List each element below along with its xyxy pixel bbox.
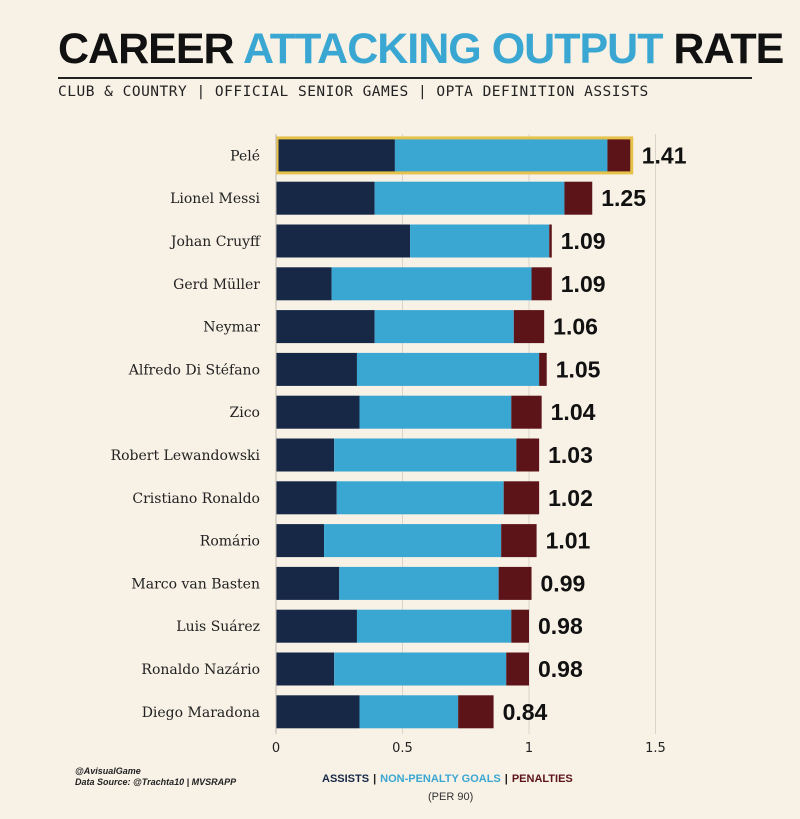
x-tick-label: 0 — [272, 741, 280, 756]
bar-assists — [276, 566, 340, 600]
total-label: 1.25 — [601, 185, 646, 211]
bar-npg — [324, 524, 502, 558]
total-label: 1.02 — [548, 485, 593, 511]
bar-penalties — [564, 181, 593, 215]
bar-npg — [356, 609, 512, 643]
total-label: 1.41 — [642, 142, 687, 168]
bar-npg — [374, 181, 565, 215]
bar-penalties — [549, 224, 552, 258]
bar-assists — [276, 395, 360, 429]
chart-title: CAREER ATTACKING OUTPUT RATE — [58, 25, 784, 73]
player-label: Zico — [230, 405, 260, 421]
player-label: Lionel Messi — [170, 191, 260, 207]
bar-assists — [276, 695, 360, 729]
player-label: Diego Maradona — [142, 705, 260, 721]
bar-npg — [410, 224, 550, 258]
player-label: Alfredo Di Stéfano — [128, 362, 260, 378]
player-label: Ronaldo Nazário — [141, 662, 260, 678]
bar-penalties — [511, 609, 529, 643]
player-label: Marco van Basten — [131, 576, 260, 592]
total-label: 1.01 — [546, 528, 591, 554]
x-tick-label: 1.5 — [645, 741, 666, 756]
title-part-2: RATE — [673, 25, 784, 73]
bar-assists — [276, 524, 325, 558]
bar-assists — [276, 224, 411, 258]
bar-penalties — [516, 438, 540, 472]
bar-npg — [356, 352, 540, 386]
bar-assists — [276, 267, 332, 301]
bar-npg — [336, 481, 504, 515]
bar-penalties — [458, 695, 494, 729]
bar-npg — [334, 652, 507, 686]
total-label: 1.04 — [551, 399, 596, 425]
legend-penalties: PENALTIES — [511, 773, 573, 785]
footer-source: Data Source: @Trachta10 | MVSRAPP — [75, 777, 237, 787]
bar-npg — [331, 267, 532, 301]
title-highlight: ATTACKING OUTPUT — [242, 25, 664, 73]
total-label: 1.09 — [561, 228, 606, 254]
bar-assists — [276, 652, 335, 686]
bar-npg — [374, 310, 514, 344]
bar-penalties — [607, 138, 633, 172]
total-label: 0.99 — [541, 570, 586, 596]
bar-assists — [276, 181, 375, 215]
player-label: Romário — [200, 534, 260, 550]
bar-npg — [334, 438, 517, 472]
bar-penalties — [531, 267, 552, 301]
x-tick-label: 0.5 — [392, 741, 413, 756]
title-divider — [58, 77, 752, 79]
bar-penalties — [539, 352, 547, 386]
bar-assists — [276, 310, 375, 344]
x-axis-label: (PER 90) — [428, 791, 474, 803]
bar-assists — [276, 438, 335, 472]
bar-assists — [276, 138, 395, 172]
bar-penalties — [501, 524, 537, 558]
bar-npg — [339, 566, 499, 600]
legend: ASSISTS | NON-PENALTY GOALS | PENALTIES — [322, 773, 573, 785]
player-label: Johan Cruyff — [169, 234, 261, 250]
total-label: 1.06 — [553, 314, 598, 340]
bar-assists — [276, 609, 357, 643]
bar-assists — [276, 352, 357, 386]
total-label: 0.84 — [503, 699, 548, 725]
total-label: 1.09 — [561, 271, 606, 297]
player-label: Luis Suárez — [176, 619, 260, 635]
legend-npg: NON-PENALTY GOALS — [380, 773, 501, 785]
bar-penalties — [503, 481, 540, 515]
total-label: 1.05 — [556, 356, 601, 382]
bar-assists — [276, 481, 337, 515]
total-label: 0.98 — [538, 613, 583, 639]
legend-assists: ASSISTS — [322, 773, 370, 785]
bar-penalties — [513, 310, 545, 344]
total-label: 0.98 — [538, 656, 583, 682]
total-label: 1.03 — [548, 442, 593, 468]
player-label: Cristiano Ronaldo — [132, 491, 260, 507]
bar-npg — [394, 138, 608, 172]
x-tick-label: 1 — [525, 741, 533, 756]
player-label: Gerd Müller — [173, 277, 260, 293]
footer-handle: @AvisualGame — [75, 766, 141, 776]
highlight-border — [275, 136, 634, 175]
player-label: Robert Lewandowski — [111, 448, 261, 464]
bar-penalties — [498, 566, 532, 600]
title-part-1: CAREER — [58, 25, 235, 73]
player-label: Neymar — [203, 320, 260, 336]
bar-penalties — [506, 652, 529, 686]
bar-npg — [359, 695, 459, 729]
bar-penalties — [511, 395, 542, 429]
chart-subtitle: CLUB & COUNTRY | OFFICIAL SENIOR GAMES |… — [58, 84, 649, 100]
bar-npg — [359, 395, 512, 429]
player-label: Pelé — [230, 148, 260, 164]
